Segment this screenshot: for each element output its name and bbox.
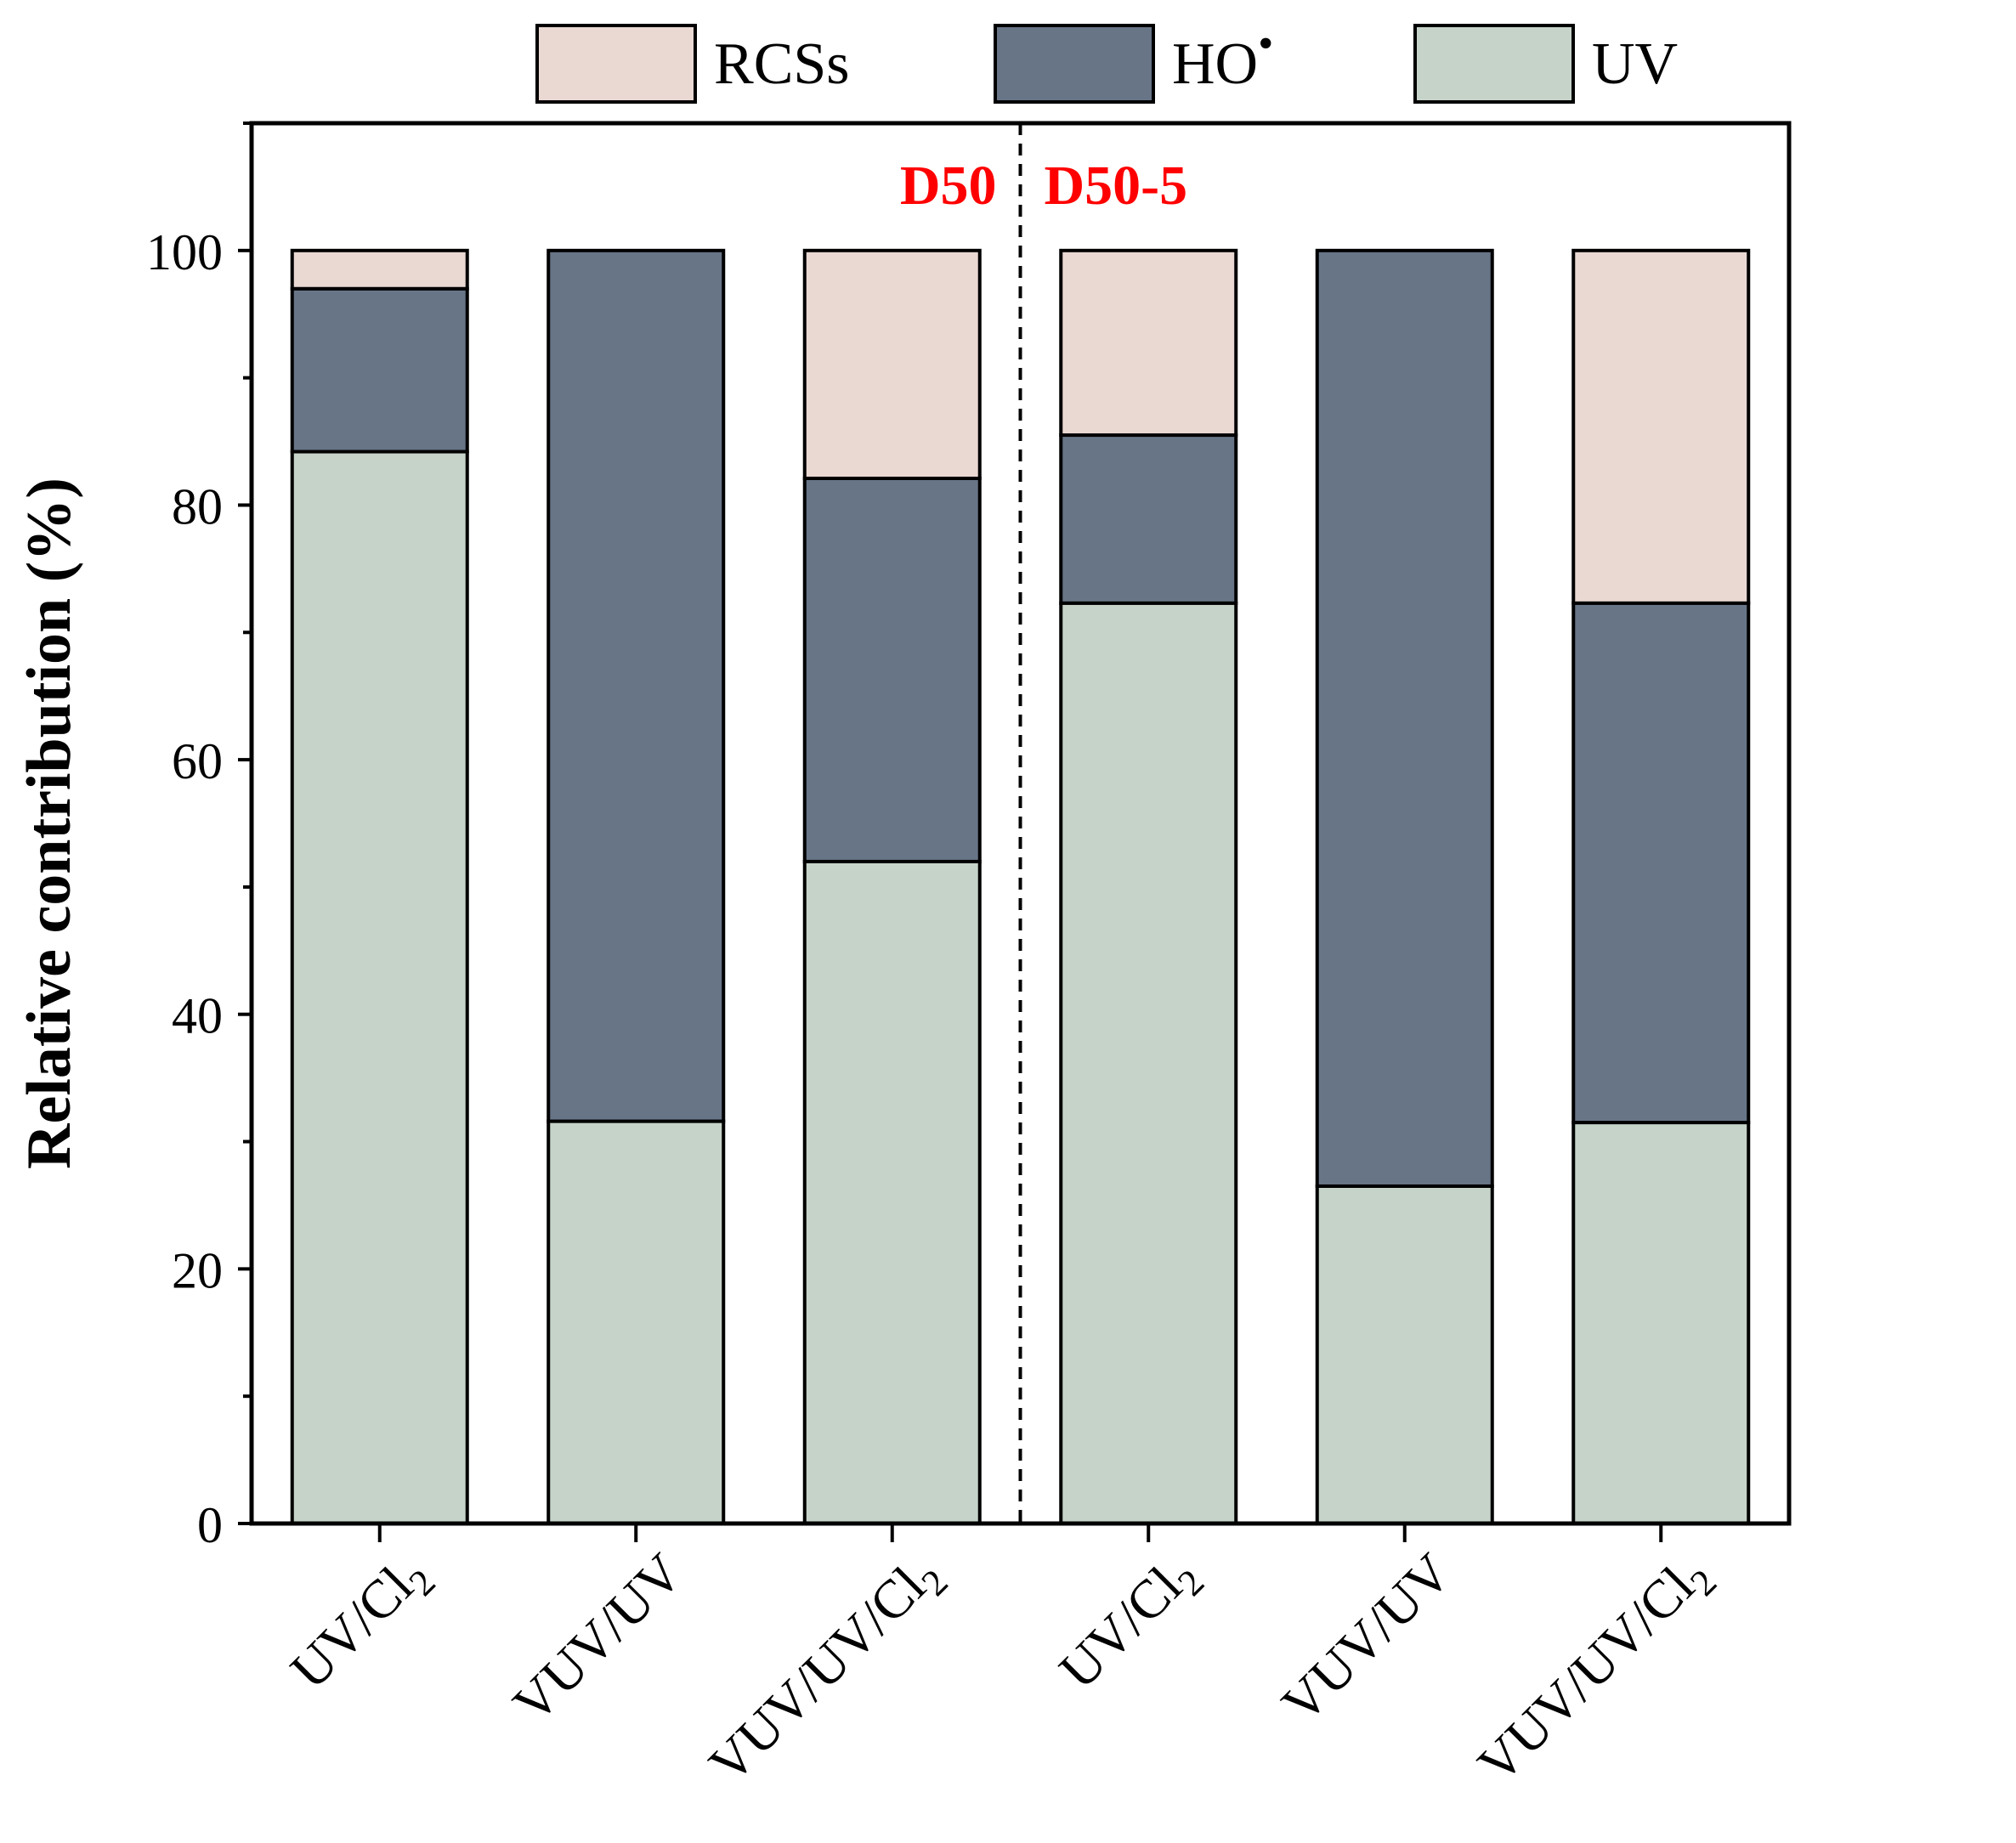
y-tick-label: 100	[146, 224, 223, 280]
bar-uv-4	[1059, 601, 1238, 1525]
bar-ho-3	[802, 476, 982, 863]
bar-uv-6	[1571, 1121, 1751, 1526]
legend-swatch-uv	[1413, 24, 1575, 104]
bar-uv-3	[802, 859, 982, 1525]
bar-uv-1	[290, 449, 469, 1525]
bar-rcss-4	[1059, 248, 1238, 438]
x-tick-label: VUV/UV/Cl2	[698, 1542, 956, 1801]
legend-swatch-rcss	[535, 24, 697, 104]
y-tick-label: 20	[172, 1242, 223, 1298]
bar-ho-1	[290, 286, 469, 454]
x-tick-label: VUV/UV/Cl2	[1466, 1542, 1724, 1801]
x-tick-label: VUV/UV	[501, 1542, 694, 1734]
x-tick-label: UV/Cl2	[279, 1542, 444, 1707]
legend-swatch-ho	[994, 24, 1155, 104]
bar-rcss-1	[290, 248, 469, 291]
legend-label-uv: UV	[1592, 31, 1678, 97]
group-label-d50: D50	[900, 155, 997, 217]
bar-uv-2	[546, 1119, 726, 1526]
x-tick-label: VUV/UV	[1270, 1542, 1462, 1734]
bar-ho-2	[546, 248, 726, 1123]
x-tick-label: UV/Cl2	[1048, 1542, 1213, 1707]
legend-label-rcss: RCSs	[714, 31, 850, 97]
legend-label-ho: HO•	[1172, 20, 1273, 97]
y-tick-label: 40	[172, 988, 223, 1044]
bar-ho-6	[1571, 601, 1751, 1125]
y-tick-label: 60	[172, 733, 223, 789]
bar-rcss-6	[1571, 248, 1751, 605]
y-axis-label: Relative contribution (%)	[14, 478, 84, 1169]
bar-rcss-3	[802, 248, 982, 480]
y-tick-label: 80	[172, 478, 223, 534]
group-label-d50-5: D50-5	[1045, 155, 1188, 217]
bar-ho-4	[1059, 433, 1238, 605]
y-tick-label: 0	[197, 1497, 223, 1553]
bar-ho-5	[1315, 248, 1494, 1188]
bar-uv-5	[1315, 1184, 1494, 1525]
